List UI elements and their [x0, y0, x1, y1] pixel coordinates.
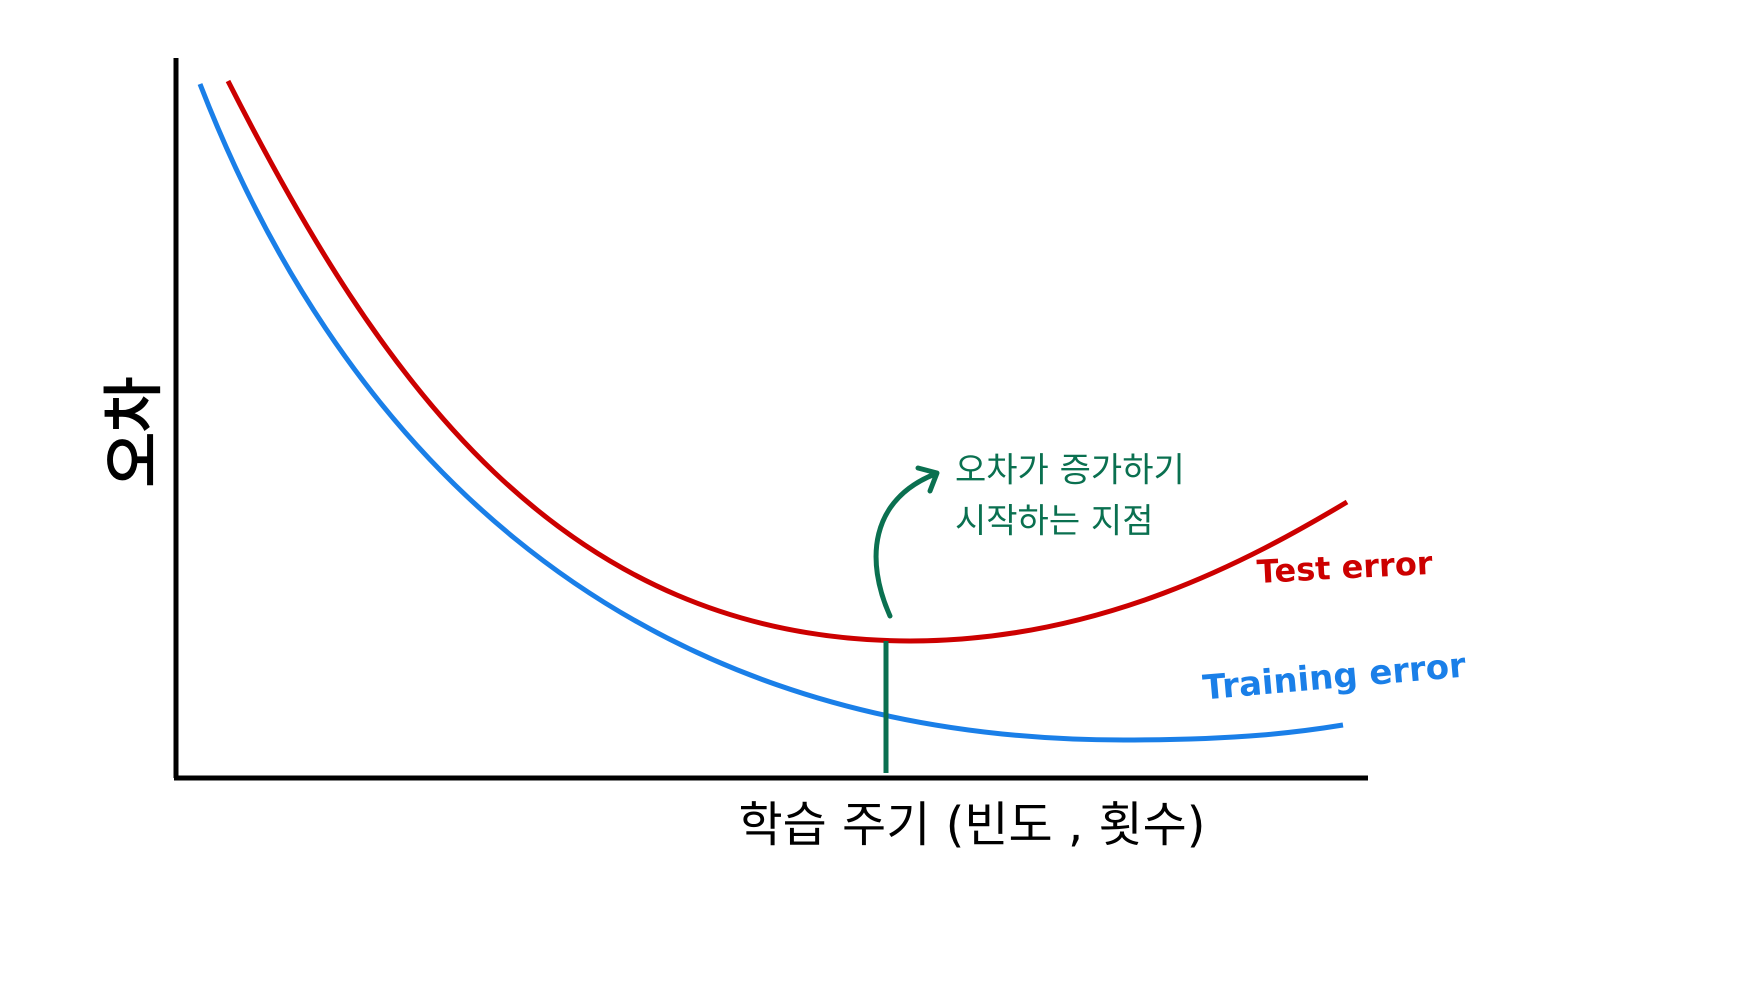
test-error-curve	[225, 79, 1349, 644]
training-error-curve	[197, 83, 1344, 743]
y-axis-label: 오차	[100, 377, 170, 487]
annotation-arrow	[873, 471, 938, 619]
annotation-line: 오차가 증가하기	[955, 451, 1185, 491]
arrow-head	[915, 465, 940, 494]
annotation-line: 시작하는 지점	[955, 502, 1154, 542]
x-axis-label: 학습 주기 (빈도 , 횟수)	[738, 797, 1205, 853]
test-error-label: Test error	[1256, 544, 1434, 591]
